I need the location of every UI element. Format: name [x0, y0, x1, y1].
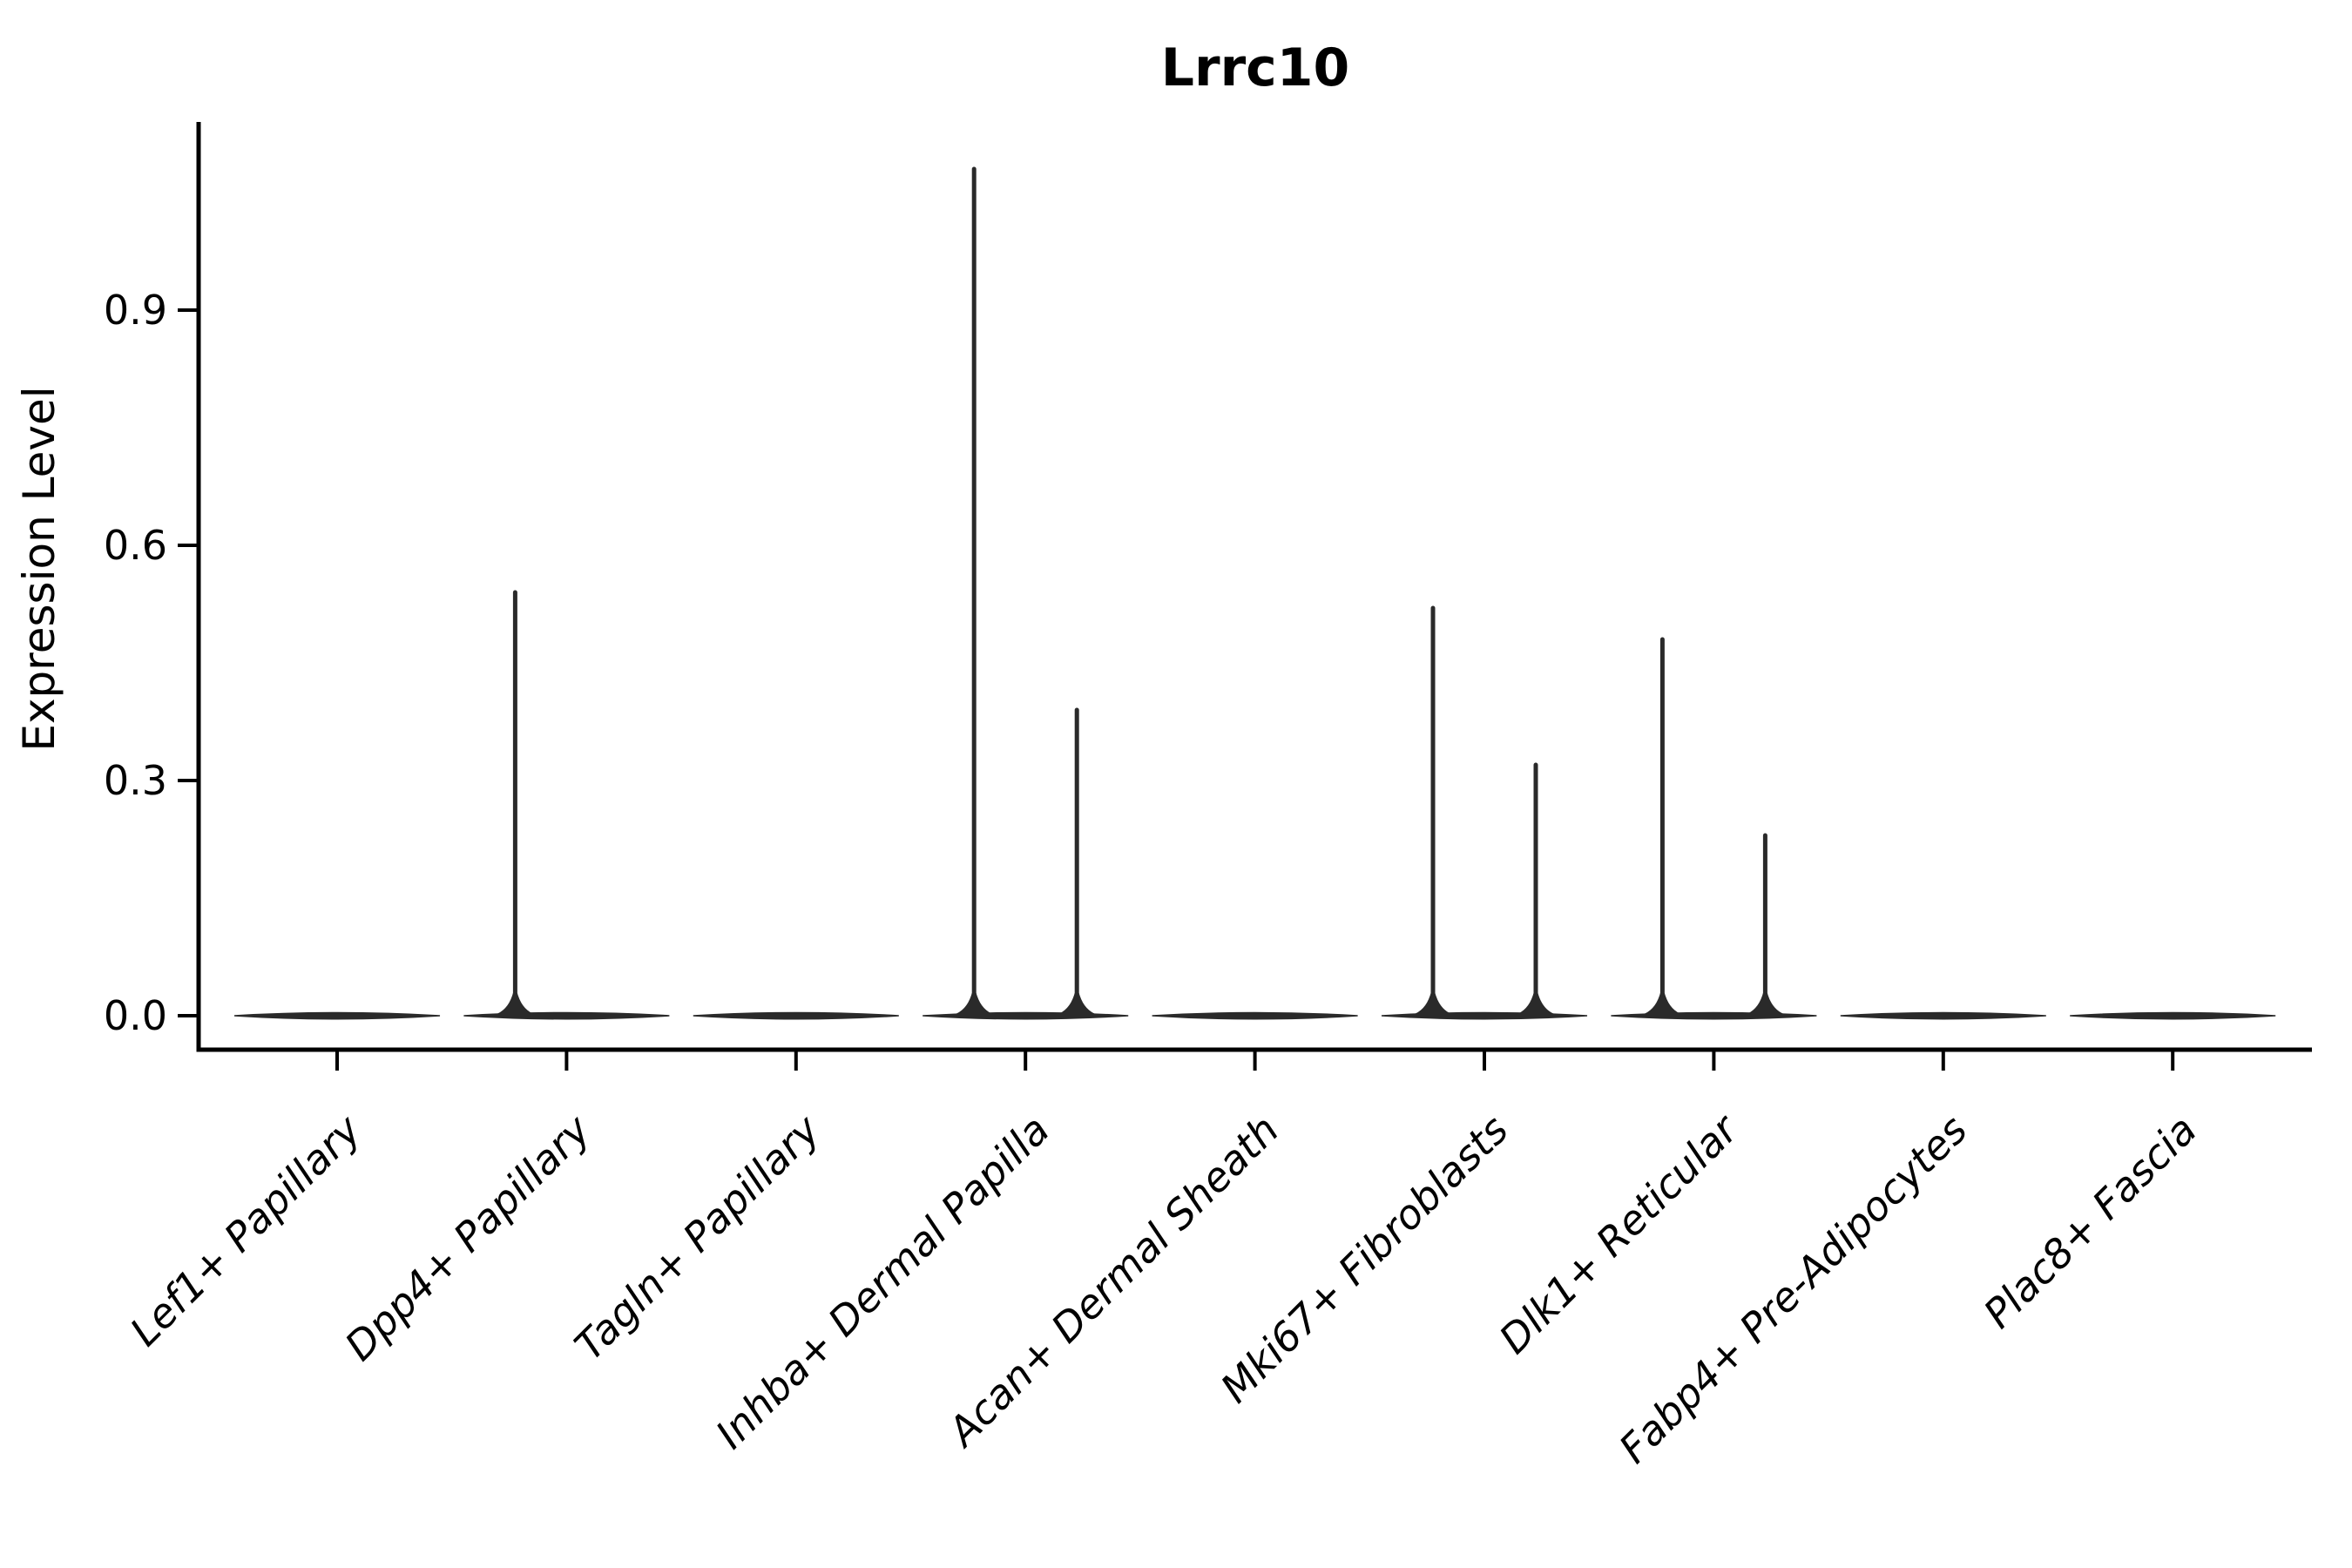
violin-base — [1381, 1011, 1588, 1020]
violin-base — [923, 1011, 1129, 1020]
violin-base — [1152, 1011, 1358, 1020]
y-tick-label: 0.3 — [104, 757, 167, 804]
x-tick-label: Dpp4+ Papillary — [336, 1105, 600, 1369]
violin-base — [233, 1011, 441, 1020]
x-tick-label: Plac8+ Fascia — [1975, 1106, 2206, 1337]
violin-base — [693, 1011, 899, 1020]
violins-layer — [233, 166, 2276, 1020]
y-tick-label: 0.0 — [104, 992, 167, 1039]
violin-base — [1611, 1011, 1817, 1020]
y-tick-label: 0.6 — [104, 522, 167, 569]
violin-base — [2070, 1011, 2276, 1020]
x-tick-label: Tagln+ Papillary — [565, 1105, 829, 1369]
violin-base — [1840, 1011, 2046, 1020]
y-axis-label: Expression Level — [14, 386, 64, 751]
x-tick-label: Dlk1+ Reticular — [1490, 1104, 1749, 1362]
violin-base — [463, 1011, 670, 1020]
chart-title: Lrrc10 — [1161, 37, 1349, 98]
x-tick-label: Lef1+ Papillary — [121, 1105, 370, 1355]
y-tick-label: 0.9 — [104, 287, 167, 334]
